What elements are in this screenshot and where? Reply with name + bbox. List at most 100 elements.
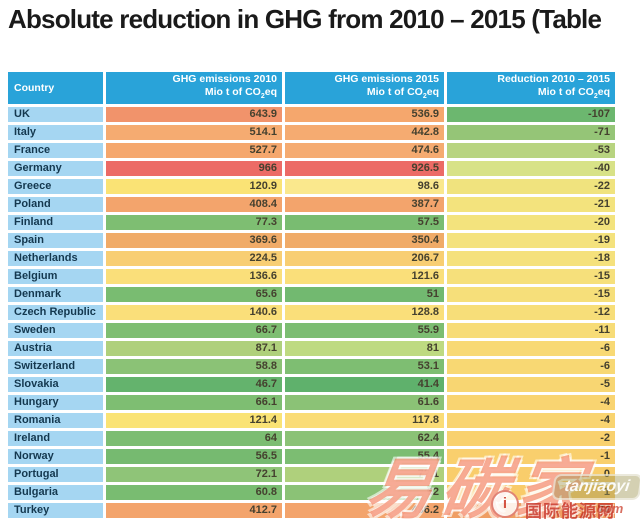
country-cell: Czech Republic bbox=[8, 305, 103, 320]
header-row: Country GHG emissions 2010 Mio t of CO2e… bbox=[8, 72, 615, 104]
reduction-cell: -4 bbox=[447, 395, 615, 410]
ghg-2015-cell: 98.6 bbox=[285, 179, 444, 194]
ghg-2010-cell: 66.1 bbox=[106, 395, 282, 410]
ghg-2015-cell: 62 bbox=[285, 485, 444, 500]
country-cell: Greece bbox=[8, 179, 103, 194]
table-row: Hungary 66.1 61.6 -4 bbox=[8, 395, 615, 410]
header-reduction-unit: Mio t of CO2eq bbox=[537, 85, 610, 101]
country-cell: Poland bbox=[8, 197, 103, 212]
ghg-2015-cell: 81 bbox=[285, 341, 444, 356]
reduction-cell: -19 bbox=[447, 233, 615, 248]
reduction-cell: -6 bbox=[447, 341, 615, 356]
table-row: UK 643.9 536.9 -107 bbox=[8, 107, 615, 122]
ghg-2010-cell: 224.5 bbox=[106, 251, 282, 266]
table-row: Switzerland 58.8 53.1 -6 bbox=[8, 359, 615, 374]
header-ghg-2010-label: GHG emissions 2010 bbox=[172, 72, 277, 85]
ghg-2010-cell: 408.4 bbox=[106, 197, 282, 212]
country-cell: Slovakia bbox=[8, 377, 103, 392]
reduction-cell: -4 bbox=[447, 413, 615, 428]
ghg-2015-cell: 57.5 bbox=[285, 215, 444, 230]
table-row: Czech Republic 140.6 128.8 -12 bbox=[8, 305, 615, 320]
ghg-2010-cell: 120.9 bbox=[106, 179, 282, 194]
country-cell: Finland bbox=[8, 215, 103, 230]
ghg-2015-cell: 55.9 bbox=[285, 323, 444, 338]
ghg-2015-cell: 117.8 bbox=[285, 413, 444, 428]
table-row: Turkey 412.7 486.2 74 bbox=[8, 503, 615, 518]
reduction-cell: -12 bbox=[447, 305, 615, 320]
country-cell: France bbox=[8, 143, 103, 158]
country-cell: Netherlands bbox=[8, 251, 103, 266]
reduction-cell: -2 bbox=[447, 431, 615, 446]
table-row: Poland 408.4 387.7 -21 bbox=[8, 197, 615, 212]
ghg-2015-cell: 53.1 bbox=[285, 359, 444, 374]
reduction-cell: -18 bbox=[447, 251, 615, 266]
ghg-2010-cell: 643.9 bbox=[106, 107, 282, 122]
table-row: Netherlands 224.5 206.7 -18 bbox=[8, 251, 615, 266]
ghg-2010-cell: 514.1 bbox=[106, 125, 282, 140]
ghg-table: Country GHG emissions 2010 Mio t of CO2e… bbox=[5, 69, 618, 521]
ghg-2015-cell: 486.2 bbox=[285, 503, 444, 518]
ghg-2010-cell: 136.6 bbox=[106, 269, 282, 284]
reduction-cell: -21 bbox=[447, 197, 615, 212]
table-row: France 527.7 474.6 -53 bbox=[8, 143, 615, 158]
ghg-2015-cell: 442.8 bbox=[285, 125, 444, 140]
table-row: Germany 966 926.5 -40 bbox=[8, 161, 615, 176]
header-reduction-label: Reduction 2010 – 2015 bbox=[497, 72, 610, 85]
header-ghg-2015-unit: Mio t of CO2eq bbox=[366, 85, 439, 101]
country-cell: Austria bbox=[8, 341, 103, 356]
table-row: Austria 87.1 81 -6 bbox=[8, 341, 615, 356]
header-ghg-2015-label: GHG emissions 2015 bbox=[334, 72, 439, 85]
ghg-2010-cell: 140.6 bbox=[106, 305, 282, 320]
ghg-2010-cell: 121.4 bbox=[106, 413, 282, 428]
country-cell: Switzerland bbox=[8, 359, 103, 374]
ghg-2015-cell: 72.1 bbox=[285, 467, 444, 482]
ghg-2010-cell: 56.5 bbox=[106, 449, 282, 464]
reduction-cell: -5 bbox=[447, 377, 615, 392]
reduction-cell: -107 bbox=[447, 107, 615, 122]
reduction-cell: -40 bbox=[447, 161, 615, 176]
table-row: Spain 369.6 350.4 -19 bbox=[8, 233, 615, 248]
ghg-2010-cell: 966 bbox=[106, 161, 282, 176]
reduction-cell: -11 bbox=[447, 323, 615, 338]
table-row: Ireland 64 62.4 -2 bbox=[8, 431, 615, 446]
reduction-cell: 74 bbox=[447, 503, 615, 518]
header-country: Country bbox=[8, 72, 103, 104]
table-row: Slovakia 46.7 41.4 -5 bbox=[8, 377, 615, 392]
country-cell: Ireland bbox=[8, 431, 103, 446]
table-row: Italy 514.1 442.8 -71 bbox=[8, 125, 615, 140]
table-row: Romania 121.4 117.8 -4 bbox=[8, 413, 615, 428]
ghg-2010-cell: 412.7 bbox=[106, 503, 282, 518]
ghg-2015-cell: 62.4 bbox=[285, 431, 444, 446]
header-ghg-2010-unit: Mio t of CO2eq bbox=[204, 85, 277, 101]
country-cell: Hungary bbox=[8, 395, 103, 410]
reduction-cell: -71 bbox=[447, 125, 615, 140]
reduction-cell: -22 bbox=[447, 179, 615, 194]
ghg-2015-cell: 474.6 bbox=[285, 143, 444, 158]
table-row: Finland 77.3 57.5 -20 bbox=[8, 215, 615, 230]
country-cell: Denmark bbox=[8, 287, 103, 302]
reduction-cell: -1 bbox=[447, 449, 615, 464]
country-cell: Bulgaria bbox=[8, 485, 103, 500]
ghg-2010-cell: 66.7 bbox=[106, 323, 282, 338]
table-row: Greece 120.9 98.6 -22 bbox=[8, 179, 615, 194]
header-ghg-2010: GHG emissions 2010 Mio t of CO2eq bbox=[106, 72, 282, 104]
page-title: Absolute reduction in GHG from 2010 – 20… bbox=[8, 4, 602, 34]
ghg-2010-cell: 64 bbox=[106, 431, 282, 446]
ghg-2015-cell: 61.6 bbox=[285, 395, 444, 410]
reduction-cell: -20 bbox=[447, 215, 615, 230]
ghg-2010-cell: 87.1 bbox=[106, 341, 282, 356]
reduction-cell: -6 bbox=[447, 359, 615, 374]
ghg-2015-cell: 536.9 bbox=[285, 107, 444, 122]
table-row: Denmark 65.6 51 -15 bbox=[8, 287, 615, 302]
ghg-2010-cell: 46.7 bbox=[106, 377, 282, 392]
country-cell: Sweden bbox=[8, 323, 103, 338]
table-row: Belgium 136.6 121.6 -15 bbox=[8, 269, 615, 284]
ghg-2015-cell: 128.8 bbox=[285, 305, 444, 320]
ghg-2010-cell: 527.7 bbox=[106, 143, 282, 158]
country-cell: Romania bbox=[8, 413, 103, 428]
header-ghg-2015: GHG emissions 2015 Mio t of CO2eq bbox=[285, 72, 444, 104]
ghg-2015-cell: 350.4 bbox=[285, 233, 444, 248]
reduction-cell: -53 bbox=[447, 143, 615, 158]
ghg-2010-cell: 369.6 bbox=[106, 233, 282, 248]
country-cell: Germany bbox=[8, 161, 103, 176]
